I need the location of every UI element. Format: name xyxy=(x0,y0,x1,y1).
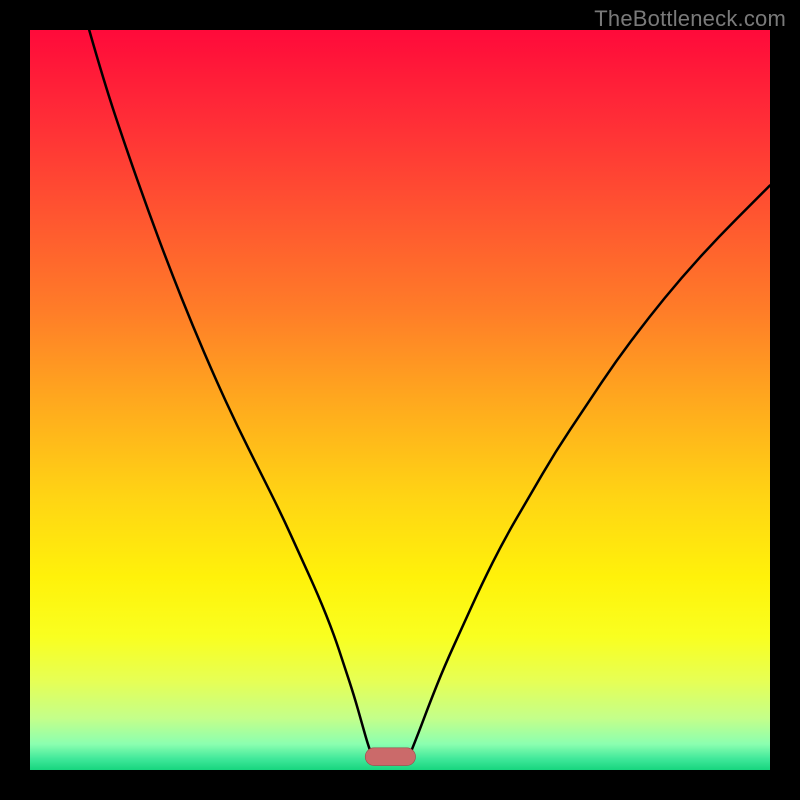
plot-area xyxy=(30,30,770,770)
chart-stage: TheBottleneck.com xyxy=(0,0,800,800)
bottleneck-chart xyxy=(0,0,800,800)
optimal-marker xyxy=(365,748,415,766)
watermark-text: TheBottleneck.com xyxy=(594,6,786,32)
